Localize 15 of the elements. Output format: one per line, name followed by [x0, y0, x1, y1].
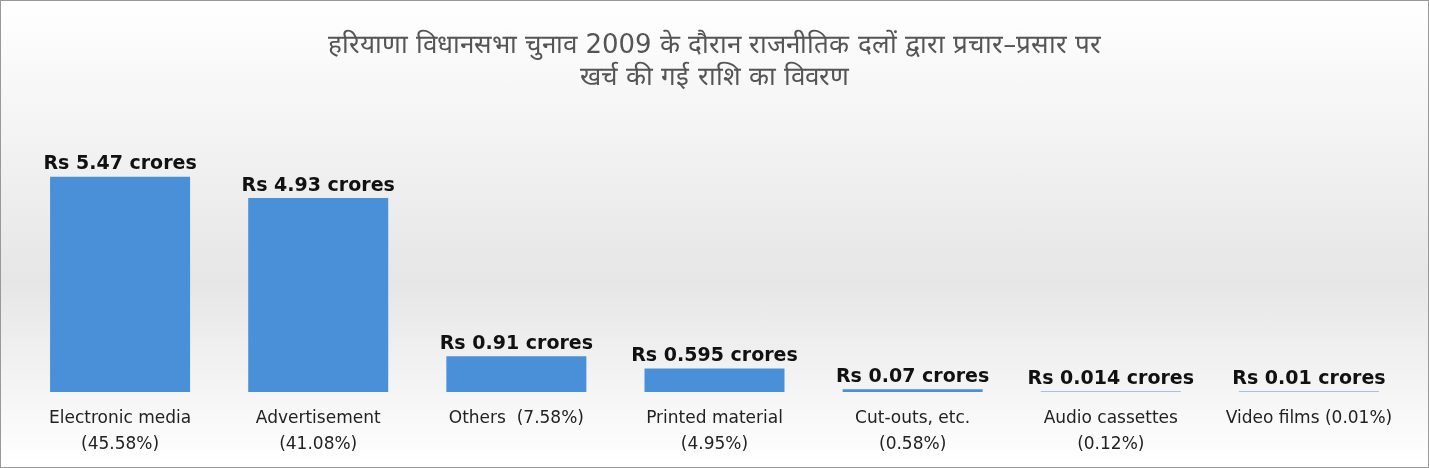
x-tick-label: Electronic media (45.58%)	[48, 407, 192, 453]
chart-title: हरियाणा विधानसभा चुनाव 2009 के दौरान राजनीतिक दलों द्वारा प्रचार–प्रसार पर खर्च की गई राशि का विवरण	[327, 29, 1103, 91]
x-tick-label: Video films (0.01%)	[1225, 407, 1393, 427]
data-label: Rs 4.93 crores	[241, 172, 395, 195]
x-tick-label: Others (7.58%)	[448, 407, 584, 427]
data-label: Rs 0.595 crores	[631, 343, 798, 366]
x-tick-label: Advertisement (41.08%)	[255, 407, 381, 453]
x-tick-label: Cut-outs, etc. (0.58%)	[855, 407, 971, 453]
data-label: Rs 0.014 crores	[1027, 365, 1195, 388]
data-label: Rs 5.47 crores	[43, 151, 197, 174]
data-label: Rs 0.07 crores	[835, 363, 990, 386]
x-tick-label: Audio cassettes (0.12%)	[1043, 407, 1179, 453]
data-label: Rs 0.01 crores	[1232, 366, 1386, 389]
data-label: Rs 0.91 crores	[439, 330, 594, 353]
x-tick-label: Printed material (4.95%)	[646, 407, 783, 453]
